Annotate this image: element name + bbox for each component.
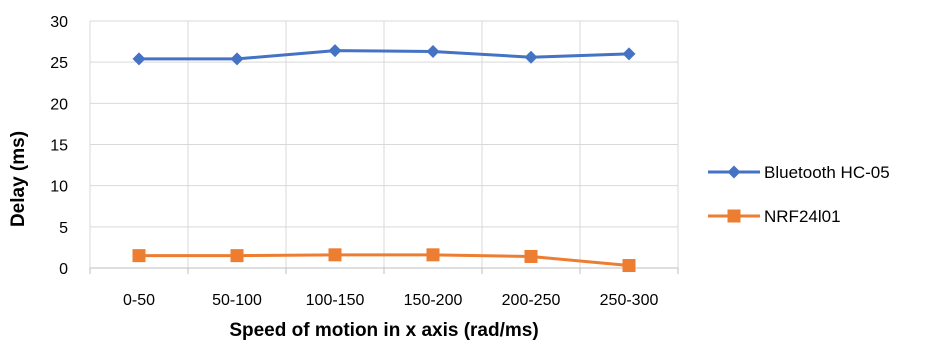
grid <box>89 20 679 268</box>
y-tick-label: 15 <box>50 138 68 155</box>
series-0 <box>132 44 636 66</box>
y-tick-labels: 0 5 10 15 20 25 30 <box>50 14 68 278</box>
legend-marker <box>727 165 741 179</box>
legend: Bluetooth HC-05 NRF24l01 <box>708 163 890 226</box>
y-axis-title: Delay (ms) <box>8 131 29 227</box>
y-tick-label: 0 <box>59 261 68 278</box>
x-tick-label: 150-200 <box>404 292 463 309</box>
data-point <box>328 248 342 262</box>
y-tick-label: 10 <box>50 179 68 196</box>
x-tick-label: 0-50 <box>123 292 155 309</box>
legend-marker <box>727 209 741 223</box>
data-point <box>328 44 342 58</box>
legend-label: Bluetooth HC-05 <box>764 163 890 182</box>
legend-item: Bluetooth HC-05 <box>708 163 890 182</box>
series-1 <box>132 248 636 273</box>
data-point <box>132 52 146 66</box>
y-tick-label: 25 <box>50 55 68 72</box>
series-line <box>139 49 630 61</box>
y-tick-label: 30 <box>50 14 68 31</box>
legend-label: NRF24l01 <box>764 207 841 226</box>
x-tick-labels: 0-50 50-100 100-150 150-200 200-250 250-300 <box>123 292 658 309</box>
data-point <box>524 249 538 263</box>
x-tick-label: 200-250 <box>502 292 561 309</box>
series-group <box>132 44 636 273</box>
data-point <box>622 47 636 61</box>
y-tick-label: 5 <box>59 220 68 237</box>
x-tick-label: 250-300 <box>600 292 659 309</box>
x-axis-title: Speed of motion in x axis (rad/ms) <box>229 320 538 341</box>
legend-item: NRF24l01 <box>708 207 841 226</box>
axes <box>89 267 679 274</box>
data-point <box>230 249 244 263</box>
data-point <box>524 50 538 64</box>
data-point <box>622 259 636 273</box>
data-point <box>426 44 440 58</box>
data-point <box>230 52 244 66</box>
x-tick-label: 100-150 <box>306 292 365 309</box>
y-tick-label: 20 <box>50 96 68 113</box>
data-point <box>132 249 146 263</box>
data-point <box>426 248 440 262</box>
series-line <box>139 253 630 268</box>
x-tick-label: 50-100 <box>212 292 262 309</box>
